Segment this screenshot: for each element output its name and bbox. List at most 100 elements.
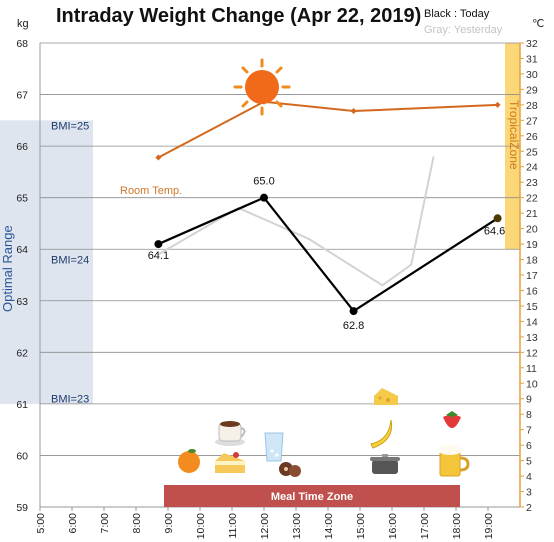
right-y-tick-label: 24: [526, 162, 538, 174]
coffee-icon: [215, 421, 246, 446]
pot-icon: [370, 454, 400, 474]
water-glass-icon: [264, 432, 284, 462]
data-label-3: 64.6: [484, 225, 505, 237]
right-y-tick-label: 20: [526, 224, 538, 236]
right-y-tick-label: 11: [526, 363, 537, 375]
orange-icon: [178, 449, 200, 473]
x-tick-label: 8:00: [131, 513, 143, 534]
room-temp-point: [494, 101, 501, 108]
right-y-tick-label: 12: [526, 347, 538, 359]
x-tick-label: 16:00: [387, 513, 399, 539]
meal-time-zone-bar: [164, 485, 460, 507]
x-tick-label: 12:00: [259, 513, 271, 539]
x-tick-label: 18:00: [451, 513, 463, 539]
today-point: [154, 240, 163, 249]
x-tick-label: 10:00: [195, 513, 207, 539]
banana-icon: [370, 419, 393, 449]
chart-title: Intraday Weight Change (Apr 22, 2019): [56, 5, 421, 27]
right-y-tick-label: 29: [526, 84, 538, 96]
right-y-tick-label: 16: [526, 285, 538, 297]
x-tick-label: 6:00: [67, 513, 79, 534]
left-y-tick-labels: 59 60 61 62 63 64 65 66 67 68: [16, 38, 28, 514]
left-y-tick-label: 61: [16, 399, 28, 411]
left-y-tick-label: 67: [16, 90, 28, 102]
x-tick-label: 14:00: [323, 513, 335, 539]
x-tick-label: 5:00: [35, 513, 47, 534]
right-y-tick-label: 3: [526, 487, 532, 499]
x-tick-label: 15:00: [355, 513, 367, 539]
right-axis-unit: ℃: [532, 18, 544, 30]
right-y-tick-label: 18: [526, 255, 538, 267]
room-temp-point: [155, 154, 162, 161]
cheese-icon: [374, 388, 398, 405]
left-y-tick-label: 63: [16, 296, 28, 308]
right-y-tick-label: 13: [526, 332, 538, 344]
x-tick-label: 9:00: [163, 513, 175, 534]
today-line: [157, 196, 499, 313]
right-y-tick-label: 26: [526, 131, 538, 143]
right-y-tick-label: 28: [526, 100, 538, 112]
meal-time-zone-label: Meal Time Zone: [271, 491, 353, 503]
right-y-tick-label: 31: [526, 53, 538, 65]
right-y-tick-label: 14: [526, 316, 538, 328]
room-temp-label: Room Temp.: [120, 185, 182, 197]
today-point: [493, 214, 502, 223]
strawberry-icon: [443, 411, 461, 428]
right-y-tick-label: 30: [526, 69, 538, 81]
series-today: [154, 193, 502, 316]
series-yesterday: [157, 156, 435, 287]
right-y-tick-label: 15: [526, 301, 538, 313]
right-y-tick-label: 21: [526, 208, 538, 220]
data-label-1: 65.0: [253, 176, 274, 188]
right-y-tick-label: 5: [526, 456, 532, 468]
right-y-tick-label: 7: [526, 425, 532, 437]
bmi-label-24: BMI=24: [51, 255, 89, 267]
cake-icon: [215, 452, 245, 473]
yesterday-line: [157, 156, 435, 287]
left-y-tick-label: 64: [16, 244, 28, 256]
beer-icon: [438, 445, 470, 477]
x-tick-label: 11:00: [227, 513, 239, 539]
x-tick-label: 7:00: [99, 513, 111, 534]
right-y-tick-label: 8: [526, 409, 532, 421]
right-y-tick-label: 23: [526, 177, 538, 189]
sun-icon: [233, 58, 291, 116]
x-tick-label: 17:00: [419, 513, 431, 539]
data-label-2: 62.8: [343, 320, 364, 332]
right-y-tick-label: 25: [526, 146, 538, 158]
x-tick-label: 13:00: [291, 513, 303, 539]
optimal-range-label: Optimal Range: [0, 225, 15, 312]
right-y-tick-label: 27: [526, 115, 538, 127]
left-y-tick-label: 68: [16, 38, 28, 50]
x-tick-labels: 5:00 6:00 7:00 8:00 9:00 10:00 11:00 12:00 13:00…: [35, 507, 495, 539]
room-temp-line: [157, 100, 498, 159]
right-y-tick-label: 32: [526, 38, 538, 50]
left-y-tick-label: 65: [16, 193, 28, 205]
right-y-tick-label: 17: [526, 270, 538, 282]
bmi-label-23: BMI=23: [51, 394, 89, 406]
right-y-tick-label: 10: [526, 378, 538, 390]
left-axis-unit: kg: [17, 18, 29, 30]
bmi-label-25: BMI=25: [51, 120, 89, 132]
left-y-tick-label: 59: [16, 502, 28, 514]
today-point: [349, 307, 358, 316]
right-y-tick-label: 2: [526, 502, 532, 514]
right-y-tick-label: 6: [526, 440, 532, 452]
legend-yesterday: Gray: Yesterday: [424, 24, 503, 36]
right-y-tick-labels: 2345678910111213141516171819202122232425…: [520, 38, 538, 514]
left-y-tick-label: 62: [16, 347, 28, 359]
room-temp-point: [350, 108, 357, 115]
right-y-tick-label: 22: [526, 193, 538, 205]
series-room-temp: [155, 98, 501, 161]
today-point: [260, 193, 268, 202]
legend-today: Black : Today: [424, 8, 490, 20]
left-y-tick-label: 60: [16, 450, 28, 462]
right-y-tick-label: 4: [526, 471, 532, 483]
x-tick-label: 19:00: [483, 513, 495, 539]
data-label-0: 64.1: [148, 250, 169, 262]
left-y-tick-label: 66: [16, 141, 28, 153]
right-y-tick-label: 9: [526, 394, 532, 406]
cookies-icon: [279, 462, 301, 477]
tropical-zone-label: TropicalZone: [507, 100, 521, 170]
